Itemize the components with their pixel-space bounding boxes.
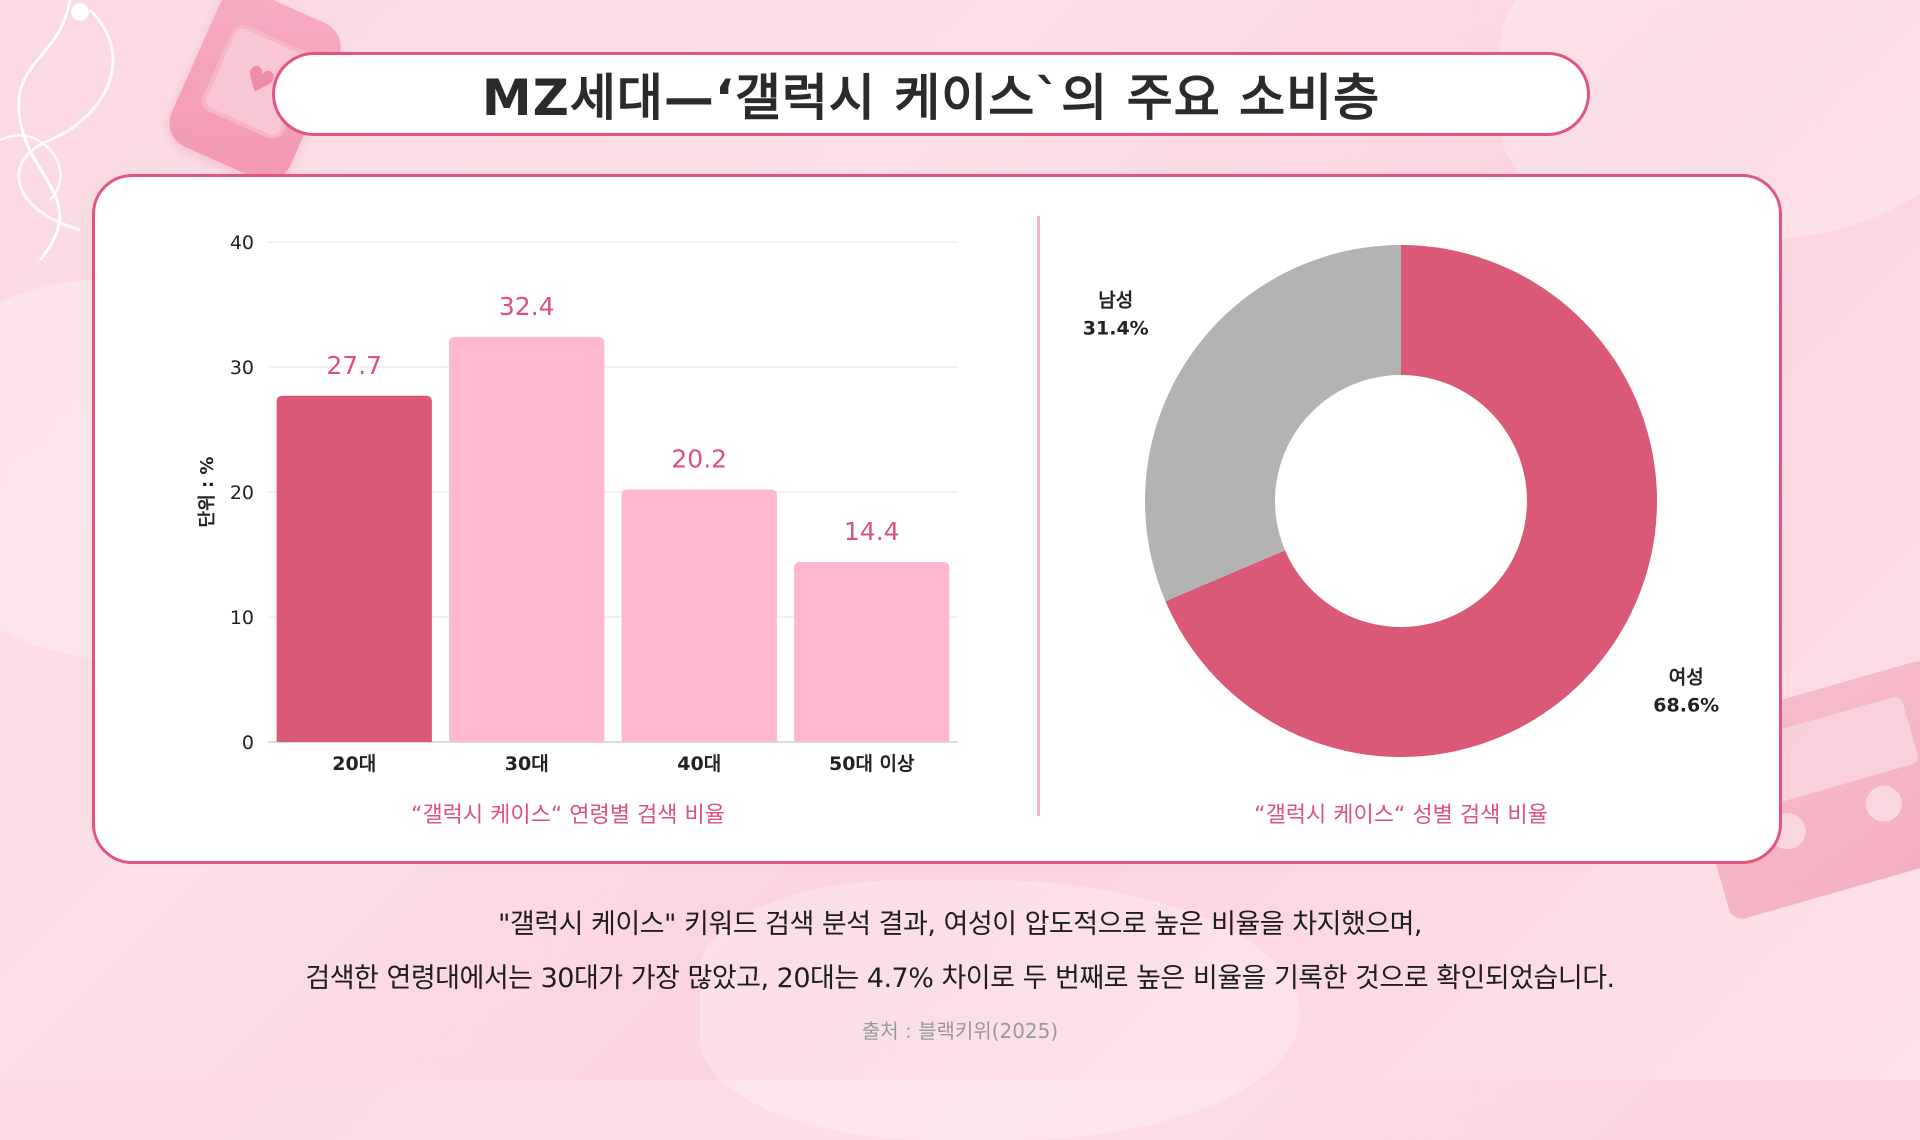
bar-x-tick-label: 20대: [332, 753, 376, 775]
pie-slice-name: 남성: [1098, 289, 1133, 311]
title-banner: MZ세대—‘갤럭시 케이스`의 주요 소비층: [272, 52, 1590, 136]
bar-x-tick-label: 50대 이상: [829, 753, 915, 775]
bar-chart-title: “갤럭시 케이스“ 연령별 검색 비율: [411, 803, 725, 828]
bar-y-tick-label: 40: [230, 232, 254, 254]
pie-slice-percent: 68.6%: [1653, 695, 1719, 717]
bar-value-label: 32.4: [499, 292, 555, 321]
pie-slice: [1144, 245, 1401, 602]
earphone-cord-decoration: [0, 0, 115, 261]
bar-x-tick-label: 30대: [505, 753, 549, 775]
pie-slice-percent: 31.4%: [1083, 317, 1149, 339]
pie-chart-title: “갤럭시 케이스“ 성별 검색 비율: [1254, 803, 1548, 828]
bar-value-label: 14.4: [844, 517, 900, 546]
bar-value-label: 27.7: [326, 351, 382, 380]
pie-slice: [1165, 245, 1657, 758]
bar-y-tick-label: 20: [230, 482, 254, 504]
bar-y-tick-label: 10: [230, 607, 254, 629]
summary-line-2: 검색한 연령대에서는 30대가 가장 많았고, 20대는 4.7% 차이로 두 …: [305, 963, 1615, 994]
bar: [794, 562, 950, 742]
gender-donut-chart: 여성 68.6% 남성 31.4% “갤럭시 케이스“ 성별 검색 비율: [1083, 245, 1719, 828]
bar-y-tick-label: 30: [230, 357, 254, 379]
pie-slice-name: 여성: [1669, 667, 1704, 689]
source-note: 출처 : 블랙키위(2025): [861, 1019, 1059, 1043]
bar-y-tick-label: 0: [242, 732, 254, 754]
chart-divider: [1037, 216, 1040, 816]
bar-x-tick-label: 40대: [677, 753, 721, 775]
age-bar-chart: 0 10 20 30 40 27.7 32.4 20.2 14.4 20대 30대 40대 50대 …: [197, 232, 958, 828]
bar: [276, 395, 432, 742]
summary-line-1: "갤럭시 케이스" 키워드 검색 분석 결과, 여성이 압도적으로 높은 비율을…: [497, 909, 1423, 940]
charts-canvas: 0 10 20 30 40 27.7 32.4 20.2 14.4 20대 30대 40대 50대 …: [197, 232, 1719, 828]
bar: [621, 489, 777, 742]
bar-y-axis-label: 단위 : %: [197, 457, 218, 528]
page-title: MZ세대—‘갤럭시 케이스`의 주요 소비층: [481, 69, 1381, 127]
bar: [449, 337, 605, 742]
bar-value-label: 20.2: [671, 445, 727, 474]
